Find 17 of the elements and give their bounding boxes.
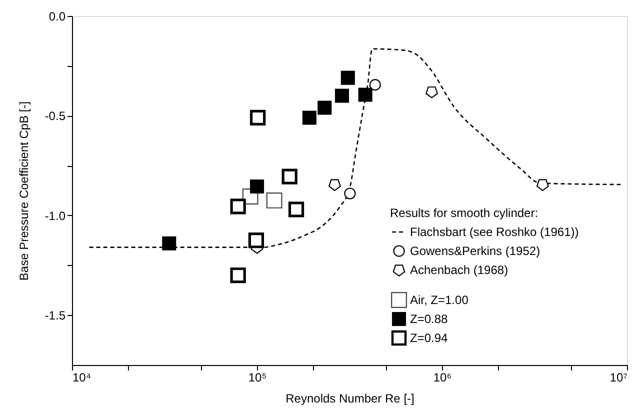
legend-label: Gowens&Perkins (1952) xyxy=(410,244,540,258)
legend-title: Results for smooth cylinder: xyxy=(390,206,538,220)
legend-label: Z=0.94 xyxy=(410,331,448,345)
x-tick-label: 10⁶ xyxy=(433,370,452,384)
y-tick-label: -0.5 xyxy=(44,109,66,124)
x-axis-title: Reynolds Number Re [-] xyxy=(286,392,414,406)
x-tick-label: 10⁴ xyxy=(72,370,92,384)
x-tick-label: 10⁷ xyxy=(610,370,628,384)
legend-label: Z=0.88 xyxy=(410,312,448,326)
y-tick-label: -1.5 xyxy=(44,308,66,323)
legend-label: Achenbach (1968) xyxy=(410,263,508,277)
y-tick-label: 0.0 xyxy=(48,10,66,24)
y-tick-label: -1.0 xyxy=(44,208,66,223)
legend-label: Flachsbart (see Roshko (1961)) xyxy=(410,225,579,239)
x-tick-label: 10⁵ xyxy=(248,370,267,384)
legend-label: Air, Z=1.00 xyxy=(410,293,469,307)
y-axis-title: Base Pressure Coefficient CpB [-] xyxy=(16,101,31,281)
